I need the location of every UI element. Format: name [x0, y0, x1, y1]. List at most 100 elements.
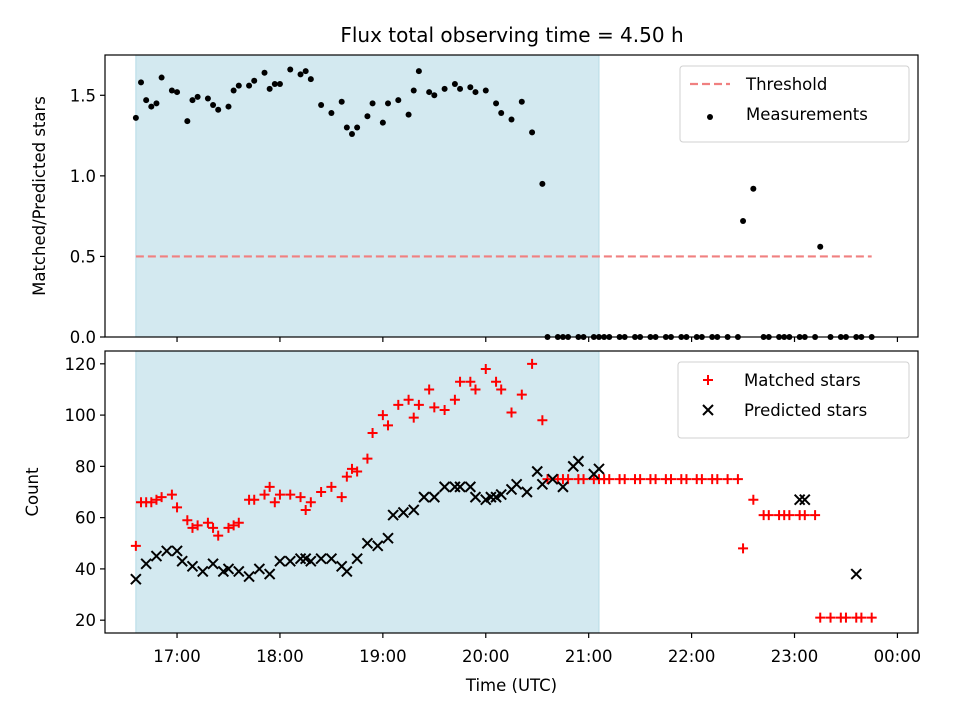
data-point [361, 537, 374, 549]
data-point [294, 552, 307, 565]
data-point [261, 69, 268, 76]
data-point [529, 129, 536, 136]
data-point [438, 481, 451, 493]
data-point [382, 532, 394, 544]
data-point [696, 474, 707, 485]
data-point [815, 612, 826, 623]
bottom-observing-window [135, 350, 600, 634]
data-point [285, 489, 296, 500]
data-point [307, 76, 314, 83]
data-point [470, 384, 481, 395]
data-point [464, 481, 477, 493]
data-point [326, 481, 337, 492]
data-point [510, 478, 523, 491]
data-point [496, 384, 507, 395]
legend-label: Threshold [745, 75, 827, 94]
data-point [194, 93, 201, 100]
data-point [536, 478, 549, 491]
data-point [593, 463, 605, 475]
data-point [341, 565, 353, 578]
data-point [369, 100, 376, 107]
data-point [799, 493, 811, 506]
data-point [383, 420, 394, 431]
data-point [251, 77, 258, 84]
data-point [364, 113, 371, 120]
data-point [799, 510, 810, 521]
data-point [158, 74, 165, 81]
legend-box [679, 65, 910, 143]
data-point [174, 89, 181, 96]
data-point [415, 68, 422, 75]
y-tick-label: 120 [65, 355, 97, 374]
y-tick-label: 20 [75, 611, 96, 630]
y-tick-label: 0.5 [70, 247, 96, 266]
data-point [271, 81, 278, 88]
data-point [825, 612, 836, 623]
data-point [253, 563, 266, 575]
data-point [184, 118, 191, 125]
data-point [354, 124, 361, 131]
legend-label: Predicted stars [744, 401, 867, 420]
data-point [722, 474, 733, 485]
data-point [182, 515, 193, 526]
data-point [557, 481, 569, 493]
data-point [284, 555, 296, 567]
data-point [387, 509, 399, 521]
bottom-panel: 20 40 60 80 100 120 17:00 18:00 19:00 20:00 21:00 2… [23, 350, 921, 695]
data-point [539, 180, 546, 187]
legend-label: Measurements [746, 105, 868, 124]
data-point [635, 474, 646, 485]
data-point [516, 389, 527, 400]
data-point [295, 492, 306, 503]
data-point [506, 407, 517, 418]
data-point [498, 110, 505, 117]
data-point [338, 98, 345, 105]
data-point [527, 358, 538, 369]
y-tick-label: 1.5 [70, 86, 96, 105]
data-point [666, 474, 677, 485]
x-tick-label: 17:00 [153, 647, 201, 666]
data-point [817, 243, 824, 250]
data-point [748, 494, 759, 505]
data-point [418, 491, 430, 503]
data-point [619, 474, 630, 485]
data-point [202, 517, 213, 528]
data-point [793, 493, 806, 506]
data-point [578, 474, 589, 485]
data-point [197, 565, 209, 578]
legend-label: Matched stars [744, 371, 861, 390]
top-panel: 0.0 0.5 1.0 1.5 Matched/Predicted stars Thres… [30, 54, 919, 347]
data-point [130, 573, 142, 585]
data-point [148, 103, 155, 110]
data-point [372, 540, 384, 552]
data-point [455, 376, 466, 387]
data-point [146, 497, 157, 508]
data-point [343, 124, 350, 131]
data-point [413, 399, 424, 410]
data-point [542, 474, 553, 485]
data-point [300, 504, 311, 515]
data-point [161, 545, 173, 557]
data-point [750, 185, 757, 192]
series-matched-stars [130, 358, 877, 623]
data-point [215, 106, 222, 113]
x-tick-label: 19:00 [359, 647, 407, 666]
data-point [531, 465, 543, 478]
data-point [207, 558, 219, 570]
data-point [763, 510, 774, 521]
legend-box [677, 361, 910, 439]
data-point [681, 474, 692, 485]
data-point [449, 481, 461, 493]
data-point [168, 87, 175, 94]
data-point [385, 100, 392, 107]
data-point [395, 97, 402, 104]
data-point [318, 101, 325, 108]
x-tick-label: 23:00 [771, 647, 819, 666]
data-point [738, 543, 749, 554]
data-point [233, 565, 245, 578]
data-point [341, 471, 352, 482]
data-point [230, 87, 237, 94]
x-tick-label: 22:00 [668, 647, 716, 666]
y-axis-label: Matched/Predicted stars [30, 96, 49, 296]
